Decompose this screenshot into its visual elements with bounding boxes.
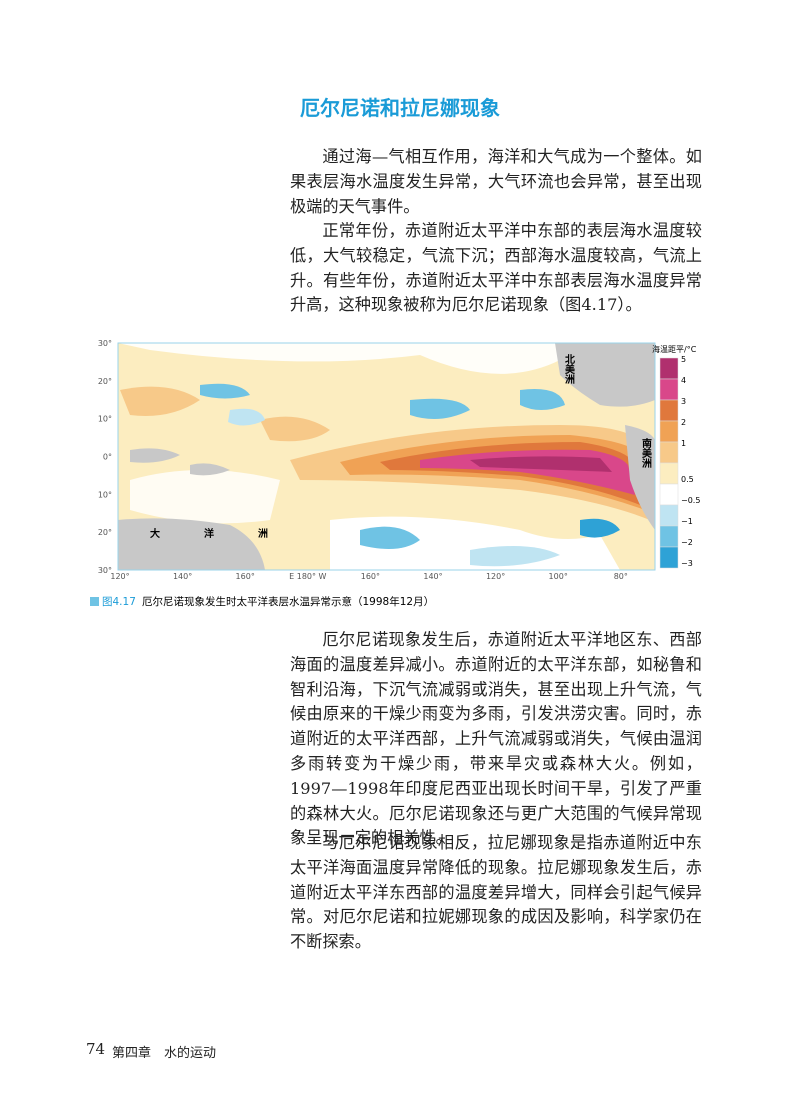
legend-label: −1 [681, 517, 693, 526]
legend-swatch [659, 546, 679, 569]
paragraph: 正常年份，赤道附近太平洋中东部的表层海水温度较低，大气较稳定，气流下沉；西部海水… [290, 221, 702, 315]
legend-swatch [659, 504, 679, 527]
legend-title: 海温距平/°C [652, 344, 697, 354]
legend-swatch [659, 462, 679, 485]
page-number: 74 [86, 1040, 106, 1058]
legend-label: 4 [681, 376, 686, 385]
lon-label: 100° [549, 572, 568, 581]
legend-label: −0.5 [681, 496, 700, 505]
paragraph: 与厄尔尼诺现象相反，拉尼娜现象是指赤道附近中东太平洋海面温度异常降低的现象。拉尼… [290, 833, 702, 952]
figure: 北美洲 南美洲 大洋洲 海温距平/°C 5 4 3 2 1 0.5 −0.5 −1 −2 −3 3… [90, 339, 700, 608]
paragraph: 通过海—气相互作用，海洋和大气成为一个整体。如果表层海水温度发生异常，大气环流也… [290, 147, 702, 216]
lon-label: 160° [361, 572, 380, 581]
caption: 厄尔尼诺现象发生时太平洋表层水温异常示意（1998年12月） [142, 595, 434, 608]
legend-label: 1 [681, 439, 686, 448]
legend-swatch [659, 441, 679, 464]
legend-label: 2 [681, 418, 686, 427]
lat-label: 30° [98, 339, 112, 348]
legend-label: 3 [681, 397, 686, 406]
legend-swatch [659, 525, 679, 548]
legend-label: 5 [681, 355, 686, 364]
lat-label: 10° [98, 415, 112, 424]
section-title: 厄尔尼诺和拉尼娜现象 [300, 96, 500, 120]
chapter-title: 第四章 水的运动 [112, 1046, 217, 1061]
lon-label: 80° [614, 572, 628, 581]
lon-label: 140° [173, 572, 192, 581]
legend: 5 4 3 2 1 0.5 −0.5 −1 −2 −3 [659, 355, 700, 569]
lon-label: 140° [423, 572, 442, 581]
lon-label: 120° [110, 572, 129, 581]
region-label: 北美洲 [563, 353, 575, 385]
caption-marker [90, 597, 99, 606]
lat-label: 20° [98, 528, 112, 537]
lon-label: E 180° W [289, 572, 326, 581]
caption-number: 图4.17 [102, 596, 136, 608]
region-label: 大洋洲 [150, 527, 312, 540]
lat-label: 0° [103, 453, 112, 462]
legend-swatch [659, 483, 679, 506]
map-frame [117, 342, 656, 571]
lon-label: 160° [236, 572, 255, 581]
legend-label: −3 [681, 559, 693, 568]
legend-swatch [659, 420, 679, 443]
legend-label: 0.5 [681, 475, 694, 484]
region-label: 南美洲 [640, 437, 652, 469]
paragraph: 厄尔尼诺现象发生后，赤道附近太平洋地区东、西部海面的温度差异减小。赤道附近的太平… [290, 630, 702, 848]
legend-label: −2 [681, 538, 693, 547]
lat-label: 20° [98, 377, 112, 386]
axes: 30°20°10°0°10°20°30°120° 140° 160° E 180° W… [98, 339, 628, 581]
legend-swatch [659, 357, 679, 380]
lat-label: 10° [98, 490, 112, 499]
legend-swatch [659, 378, 679, 401]
lon-label: 120° [486, 572, 505, 581]
legend-swatch [659, 399, 679, 422]
lat-label: 30° [98, 566, 112, 575]
sst-map [118, 343, 655, 570]
